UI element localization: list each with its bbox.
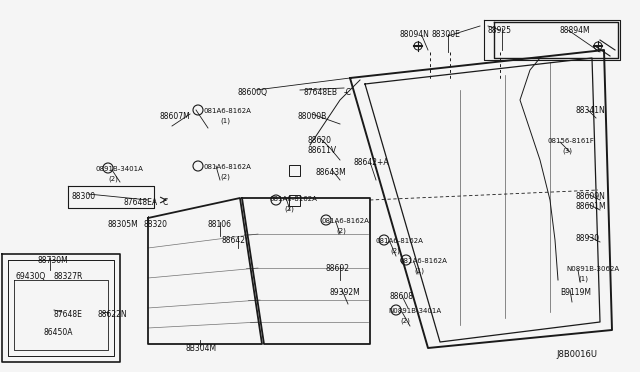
Text: 86450A: 86450A: [44, 328, 74, 337]
Text: 88692: 88692: [326, 264, 350, 273]
Bar: [289, 195, 300, 206]
Text: 88930: 88930: [576, 234, 600, 243]
Text: 88643M: 88643M: [316, 168, 347, 177]
Text: 88894M: 88894M: [560, 26, 591, 35]
Text: -C: -C: [344, 88, 352, 97]
Text: (1): (1): [220, 118, 230, 125]
Text: 88925: 88925: [488, 26, 512, 35]
Text: N0891B-3401A: N0891B-3401A: [388, 308, 441, 314]
Text: 081A6-8162A: 081A6-8162A: [322, 218, 370, 224]
Text: (1): (1): [414, 268, 424, 275]
Text: 87648E: 87648E: [54, 310, 83, 319]
Text: 88730M: 88730M: [38, 256, 68, 265]
Text: 88327R: 88327R: [54, 272, 83, 281]
Text: 88000B: 88000B: [298, 112, 327, 121]
Text: 89392M: 89392M: [330, 288, 361, 297]
Text: 8B304M: 8B304M: [186, 344, 217, 353]
Text: 88106: 88106: [208, 220, 232, 229]
Text: B9119M: B9119M: [560, 288, 591, 297]
Text: 88608: 88608: [390, 292, 414, 301]
Text: (2): (2): [336, 228, 346, 234]
Text: (2): (2): [220, 174, 230, 180]
Text: C: C: [163, 198, 168, 207]
Text: N0891B-3062A: N0891B-3062A: [566, 266, 619, 272]
Text: 88601M: 88601M: [576, 202, 607, 211]
Text: 88305M: 88305M: [108, 220, 139, 229]
Text: (2): (2): [390, 248, 400, 254]
Bar: [289, 165, 300, 176]
Text: J8B0016U: J8B0016U: [556, 350, 597, 359]
Text: (1): (1): [578, 276, 588, 282]
Text: 88642: 88642: [222, 236, 246, 245]
Text: 88620: 88620: [308, 136, 332, 145]
Text: (2): (2): [108, 176, 118, 183]
Text: 88611V: 88611V: [308, 146, 337, 155]
Text: 88300: 88300: [72, 192, 96, 201]
Text: (3): (3): [562, 148, 572, 154]
Text: 081A6-8162A: 081A6-8162A: [204, 108, 252, 114]
Text: 88094N: 88094N: [400, 30, 430, 39]
Text: 081A6-8162A: 081A6-8162A: [376, 238, 424, 244]
Text: 88622N: 88622N: [98, 310, 127, 319]
Text: 88341N: 88341N: [576, 106, 605, 115]
Text: 88600Q: 88600Q: [238, 88, 268, 97]
Text: 69430Q: 69430Q: [16, 272, 46, 281]
Text: (2): (2): [400, 318, 410, 324]
Text: 08156-8161F: 08156-8161F: [548, 138, 595, 144]
Text: 88642+A: 88642+A: [354, 158, 390, 167]
Text: 0891B-3401A: 0891B-3401A: [96, 166, 144, 172]
Text: 88609N: 88609N: [576, 192, 606, 201]
Text: 081A6-8162A: 081A6-8162A: [400, 258, 448, 264]
Text: (2): (2): [284, 206, 294, 212]
Text: 87648EB: 87648EB: [303, 88, 337, 97]
Text: 88607M: 88607M: [160, 112, 191, 121]
Text: 88320: 88320: [144, 220, 168, 229]
Text: 081A6-8162A: 081A6-8162A: [204, 164, 252, 170]
Text: 081A6-8162A: 081A6-8162A: [270, 196, 318, 202]
Text: 87648EA: 87648EA: [124, 198, 158, 207]
Text: 88300E: 88300E: [432, 30, 461, 39]
